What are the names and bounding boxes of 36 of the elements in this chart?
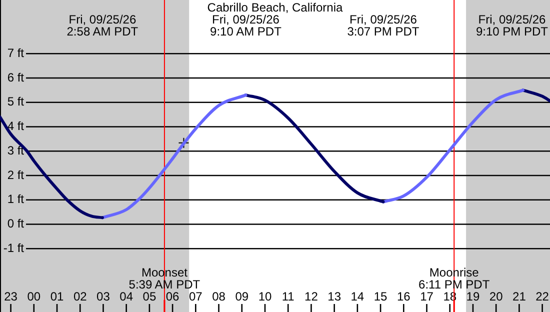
x-tick-label: 04 — [120, 289, 134, 304]
x-tick-label: 05 — [142, 289, 156, 304]
y-tick-label: 7 ft — [7, 46, 25, 60]
x-tick-label: 15 — [374, 289, 388, 304]
y-tick-label: 2 ft — [7, 168, 25, 182]
annotation: Fri, 09/25/26 9:10 PM PDT — [476, 12, 549, 38]
x-tick-label: 02 — [73, 289, 88, 304]
y-tick-label: 0 ft — [7, 216, 25, 231]
y-tick-label: 6 ft — [7, 70, 25, 84]
y-tick-label: 4 ft — [7, 119, 25, 134]
x-tick-label: 10 — [258, 289, 272, 304]
annotation: Fri, 09/25/26 9:10 AM PDT — [210, 12, 282, 38]
x-tick-label: 01 — [50, 289, 64, 304]
x-tick-label: 09 — [235, 289, 249, 304]
x-tick-label: 23 — [4, 289, 18, 304]
x-tick-label: 03 — [96, 289, 110, 304]
x-tick-label: 12 — [304, 289, 318, 304]
x-tick-label: 20 — [489, 289, 504, 304]
y-tick-label: 5 ft — [7, 94, 25, 109]
x-tick-label: 11 — [282, 289, 295, 304]
x-tick-label: 19 — [466, 289, 480, 304]
x-tick-label: 00 — [27, 289, 41, 304]
annotation: Fri, 09/25/26 3:07 PM PDT — [347, 12, 420, 38]
x-tick-label: 08 — [212, 289, 226, 304]
x-tick-label: 22 — [536, 289, 550, 304]
x-tick-label: 21 — [512, 289, 526, 304]
x-tick-label: 14 — [350, 289, 364, 304]
x-tick-label: 06 — [166, 289, 180, 304]
x-tick-label: 17 — [420, 289, 434, 304]
x-tick-label: 16 — [396, 289, 411, 304]
x-tick-label: 07 — [188, 289, 203, 304]
y-tick-label: 1 ft — [7, 192, 25, 206]
chart-title: Cabrillo Beach, California — [207, 0, 344, 14]
annotation: Fri, 09/25/26 2:58 AM PDT — [66, 12, 139, 38]
y-tick-label: -1 ft — [3, 240, 25, 255]
x-tick-label: 13 — [328, 289, 342, 304]
